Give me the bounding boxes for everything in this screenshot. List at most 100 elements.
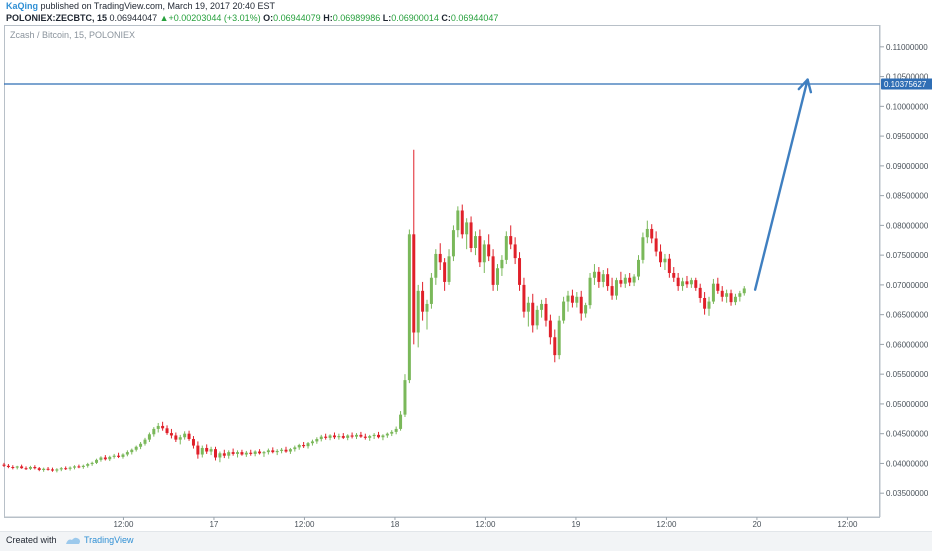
close-label: C: bbox=[441, 13, 451, 23]
candle-body bbox=[434, 253, 438, 278]
candle-body bbox=[689, 280, 693, 285]
time-tick-label: 12:00 bbox=[113, 520, 134, 529]
candle-body bbox=[147, 434, 151, 440]
price-tick-label: 0.05500000 bbox=[886, 370, 929, 379]
candle-body bbox=[698, 287, 702, 298]
symbol-label: POLONIEX:ZECBTC, 15 bbox=[6, 13, 108, 23]
candle-body bbox=[703, 297, 707, 309]
price-chart[interactable]: Zcash / Bitcoin, 15, POLONIEX 0.11000000… bbox=[0, 0, 932, 531]
candle-body bbox=[196, 445, 200, 455]
candle-body bbox=[588, 277, 592, 306]
open-value: 0.06944079 bbox=[273, 13, 321, 23]
time-tick-label: 20 bbox=[752, 520, 761, 529]
candle-body bbox=[134, 446, 138, 450]
candle-body bbox=[518, 258, 522, 285]
candle-body bbox=[11, 467, 15, 469]
candle-body bbox=[68, 467, 72, 469]
candle-body bbox=[579, 296, 583, 314]
candle-body bbox=[738, 293, 742, 297]
candle-body bbox=[306, 443, 310, 447]
time-tick-label: 18 bbox=[390, 520, 399, 529]
candle-body bbox=[548, 320, 552, 338]
candle-body bbox=[77, 466, 81, 468]
candle-body bbox=[266, 450, 270, 453]
candle-body bbox=[363, 436, 367, 438]
time-tick-label: 12:00 bbox=[294, 520, 315, 529]
candle-body bbox=[597, 271, 601, 282]
candle-body bbox=[183, 433, 187, 438]
candle-body bbox=[504, 236, 508, 260]
candle-body bbox=[139, 443, 143, 447]
candle-body bbox=[37, 468, 41, 470]
candle-body bbox=[482, 244, 486, 263]
candle-body bbox=[288, 449, 292, 452]
candle-body bbox=[315, 439, 319, 442]
candle-body bbox=[284, 449, 288, 452]
candle-body bbox=[641, 237, 645, 260]
price-tick-label: 0.10000000 bbox=[886, 102, 929, 111]
candle-body bbox=[526, 302, 530, 312]
candle-body bbox=[46, 468, 50, 470]
candle-body bbox=[165, 428, 169, 434]
candle-body bbox=[650, 228, 654, 239]
candle-body bbox=[667, 258, 671, 273]
candle-body bbox=[570, 295, 574, 303]
candle-body bbox=[742, 288, 746, 294]
candle-body bbox=[355, 434, 359, 437]
open-label: O: bbox=[263, 13, 274, 23]
candles bbox=[2, 149, 746, 473]
candle-body bbox=[236, 452, 240, 454]
candle-body bbox=[99, 457, 103, 460]
candle-body bbox=[95, 459, 99, 463]
candle-body bbox=[143, 439, 147, 444]
candle-body bbox=[81, 465, 85, 468]
tradingview-logo-icon bbox=[66, 537, 80, 544]
candle-body bbox=[720, 290, 724, 297]
candle-body bbox=[469, 222, 473, 248]
candle-body bbox=[2, 464, 6, 466]
candle-body bbox=[64, 468, 68, 470]
candle-body bbox=[50, 469, 54, 471]
candle-body bbox=[293, 447, 297, 450]
candle-body bbox=[614, 280, 618, 296]
candle-body bbox=[623, 277, 627, 284]
candle-body bbox=[20, 466, 24, 469]
candle-body bbox=[491, 256, 495, 285]
candle-body bbox=[59, 468, 63, 470]
publish-info: published on TradingView.com, March 19, … bbox=[40, 1, 276, 11]
candle-body bbox=[509, 236, 513, 245]
candle-body bbox=[390, 431, 394, 434]
candle-body bbox=[628, 277, 632, 283]
candle-body bbox=[240, 452, 244, 455]
candle-body bbox=[297, 444, 301, 448]
candle-body bbox=[108, 456, 112, 460]
candle-body bbox=[456, 210, 460, 231]
candle-body bbox=[227, 452, 231, 456]
candle-body bbox=[496, 268, 500, 285]
time-tick-label: 12:00 bbox=[837, 520, 858, 529]
candle-body bbox=[637, 259, 641, 277]
candle-body bbox=[200, 447, 204, 455]
candle-body bbox=[174, 435, 178, 440]
low-label: L: bbox=[382, 13, 392, 23]
projection-arrow-shaft bbox=[753, 78, 809, 291]
author-link[interactable]: KaQing bbox=[6, 1, 39, 11]
candle-body bbox=[24, 468, 28, 470]
candle-body bbox=[191, 439, 195, 446]
candle-body bbox=[473, 236, 477, 248]
candle-body bbox=[681, 281, 685, 287]
candle-body bbox=[205, 447, 209, 452]
candle-body bbox=[443, 262, 447, 282]
candle-body bbox=[86, 464, 90, 466]
candle-body bbox=[187, 433, 191, 440]
candle-body bbox=[130, 449, 134, 453]
candle-body bbox=[262, 452, 266, 454]
candle-body bbox=[156, 425, 160, 429]
candle-body bbox=[412, 234, 416, 333]
projection-arrow[interactable] bbox=[753, 78, 813, 291]
candle-body bbox=[328, 435, 332, 438]
candle-body bbox=[117, 455, 121, 457]
candle-body bbox=[302, 444, 306, 447]
candle-body bbox=[451, 230, 455, 257]
tradingview-link[interactable]: TradingView bbox=[84, 535, 134, 545]
